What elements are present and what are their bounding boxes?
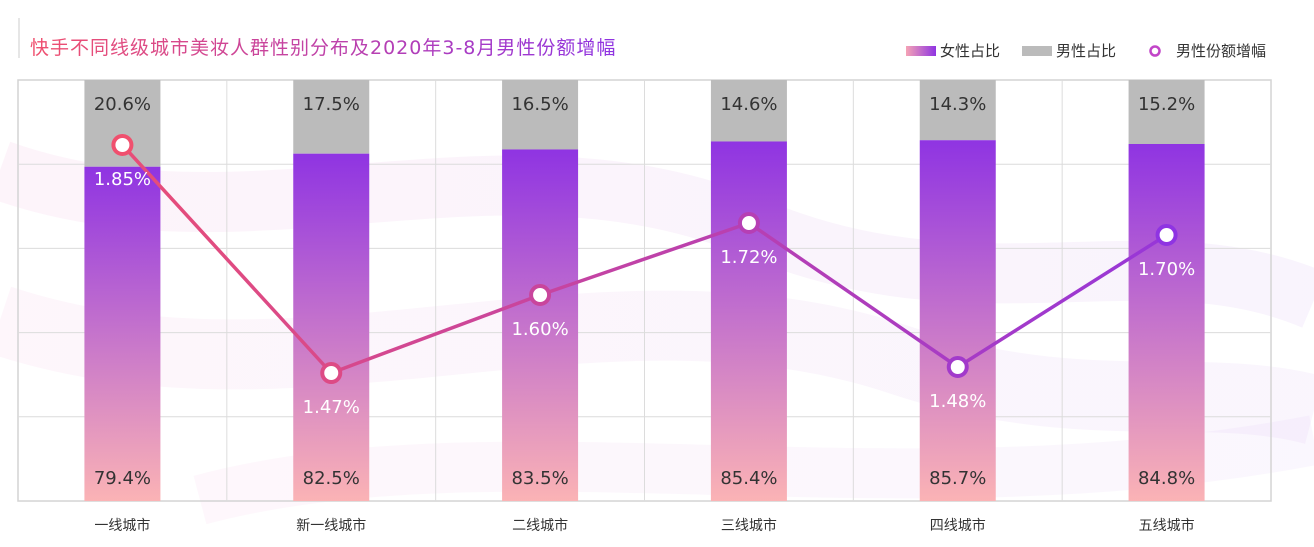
- growth-point-5: [946, 356, 969, 378]
- data-label-male-2: 17.5%: [303, 94, 360, 115]
- data-label-male-5: 14.3%: [929, 94, 986, 115]
- data-label-female-6: 84.8%: [1138, 468, 1195, 489]
- growth-point-3: [529, 284, 552, 306]
- x-tick-label-4: 三线城市: [721, 517, 777, 534]
- data-label-female-1: 79.4%: [94, 468, 151, 489]
- data-label-growth-2: 1.47%: [303, 397, 360, 418]
- data-label-growth-5: 1.48%: [929, 391, 986, 412]
- bar-female-1: [84, 166, 161, 501]
- legend-item-male: 男性占比: [1021, 40, 1116, 61]
- legend-item-female: 女性占比: [905, 40, 1000, 61]
- data-label-growth-4: 1.72%: [720, 247, 777, 268]
- bar-male-6: [1128, 80, 1205, 144]
- growth-point-4: [737, 212, 760, 234]
- bar-male-2: [293, 80, 370, 154]
- bar-male-5: [919, 80, 996, 141]
- growth-line: [121, 143, 1168, 375]
- data-label-growth-3: 1.60%: [511, 319, 568, 340]
- data-label-male-6: 15.2%: [1138, 94, 1195, 115]
- data-label-growth-6: 1.70%: [1138, 259, 1195, 280]
- legend-item-growth: 男性份额增幅: [1137, 40, 1266, 61]
- chart-title: 快手不同线级城市美妆人群性别分布及2020年3-8月男性份额增幅: [30, 33, 720, 66]
- bar-male-3: [502, 80, 579, 150]
- data-label-female-2: 82.5%: [303, 468, 360, 489]
- bar-female-5: [919, 140, 996, 501]
- legend-label-male: 男性占比: [1055, 42, 1116, 60]
- bar-female-4: [710, 141, 787, 501]
- legend-swatch-male: [1021, 45, 1052, 56]
- data-label-female-4: 85.4%: [720, 468, 777, 489]
- growth-point-2: [320, 362, 343, 384]
- x-tick-label-6: 五线城市: [1139, 517, 1195, 534]
- x-tick-label-3: 二线城市: [512, 517, 568, 534]
- data-label-male-1: 20.6%: [94, 94, 151, 115]
- data-label-male-4: 14.6%: [720, 94, 777, 115]
- legend-label-female: 女性占比: [939, 42, 1000, 60]
- data-label-female-5: 85.7%: [929, 468, 986, 489]
- legend-label-growth: 男性份额增幅: [1175, 42, 1266, 60]
- chart-title-text: 快手不同线级城市美妆人群性别分布及2020年3-8月男性份额增幅: [30, 37, 616, 59]
- legend: 女性占比 男性占比 男性份额增幅: [905, 40, 1266, 61]
- title-accent-line: [18, 18, 20, 58]
- legend-swatch-female: [905, 45, 936, 56]
- bar-female-6: [1128, 143, 1205, 501]
- bar-female-2: [293, 153, 370, 502]
- growth-point-1: [111, 134, 134, 156]
- bar-male-4: [710, 80, 787, 142]
- x-tick-label-1: 一线城市: [94, 517, 150, 534]
- x-tick-label-2: 新一线城市: [296, 517, 366, 534]
- data-label-growth-1: 1.85%: [94, 169, 151, 190]
- x-tick-label-5: 四线城市: [930, 517, 986, 534]
- bar-female-3: [502, 149, 579, 501]
- growth-point-6: [1155, 224, 1178, 246]
- legend-swatch-growth: [1137, 44, 1172, 57]
- data-label-male-3: 16.5%: [511, 94, 568, 115]
- data-label-female-3: 83.5%: [511, 468, 568, 489]
